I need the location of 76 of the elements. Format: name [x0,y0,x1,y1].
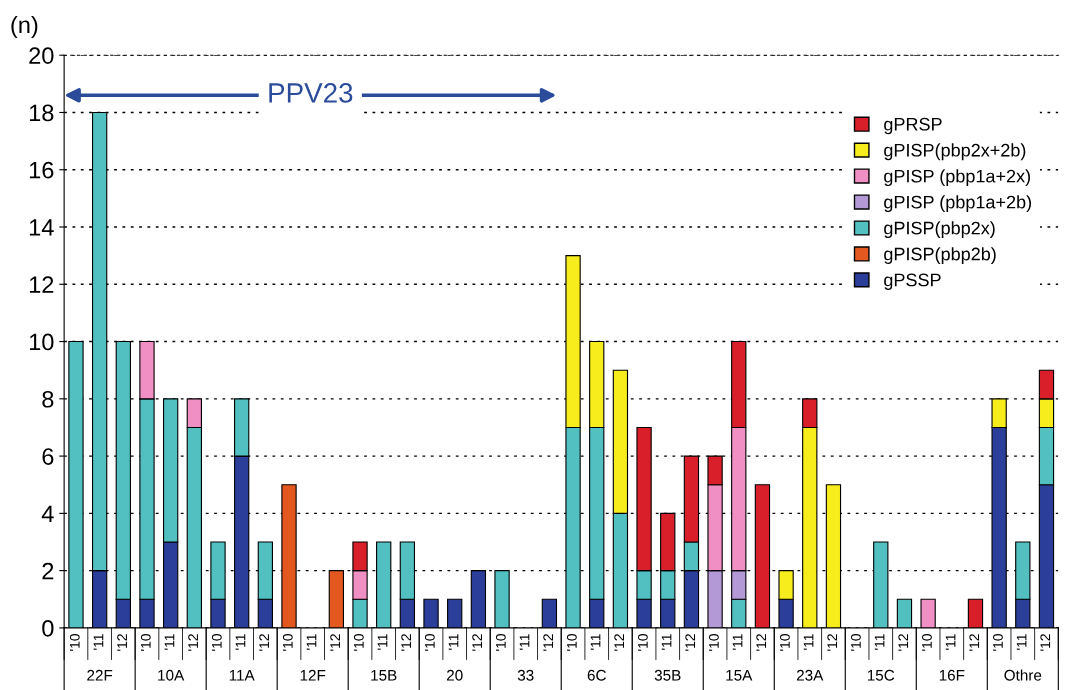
y-tick-label: 14 [29,219,54,236]
legend-label: gPSSP [884,273,941,290]
text: 12F [300,669,326,681]
x-tick-label: '10 [851,634,861,651]
x-tick-label: '12 [685,634,696,651]
x-tick-label: '11 [377,634,388,650]
legend-label: gPISP(pbp2b) [884,247,996,264]
x-tick-label: '12 [898,634,909,651]
y-axis-title: (n) [11,16,38,39]
x-tick-label: '10 [922,634,932,651]
y-tick-label: 4 [41,505,54,522]
annotation: PPV23 [269,83,353,103]
text: Othre [1004,669,1042,681]
x-tick-label: '11 [1016,634,1027,650]
text: 35B [654,669,681,681]
y-tick-label: 8 [42,390,54,408]
x-tick-label: '12 [756,634,767,651]
x-tick-label: '12 [188,634,198,651]
x-tick-label: '10 [69,634,80,651]
x-tick-label: '12 [259,634,269,651]
x-tick-label: '12 [330,634,340,651]
x-tick-label: '10 [637,634,648,651]
x-tick-label: '12 [117,634,127,651]
x-tick-label: '11 [732,634,743,650]
x-tick-label: '12 [969,634,980,651]
legend-label: gPISP(pbp2x) [884,221,995,239]
x-tick-label: '10 [708,634,719,651]
text: 15C [867,669,895,681]
text: 15A [726,670,753,681]
text: 23A [796,669,824,681]
x-tick-label: '10 [993,634,1003,651]
x-tick-label: '11 [448,634,459,650]
text: 6C [587,669,606,681]
x-tick-label: '11 [661,634,672,650]
x-tick-label: '11 [306,634,317,650]
text: 15B [371,670,397,681]
x-tick-label: '11 [93,634,104,650]
text: 22F [87,669,113,681]
x-tick-label: '10 [495,634,506,651]
legend-label: gPISP (pbp1a+2x) [884,169,1030,187]
y-tick-label: 0 [42,619,54,637]
x-tick-label: '10 [424,634,435,651]
x-tick-label: '10 [566,634,577,651]
y-tick-label: 18 [29,104,54,122]
text: 11A [229,670,255,681]
x-tick-label: '12 [401,634,411,651]
x-tick-label: '11 [874,634,885,650]
legend-label: gPISP(pbp2x+2b) [884,143,1026,161]
x-tick-label: '11 [590,634,601,650]
y-tick-label: 6 [42,448,54,465]
x-tick-label: '10 [779,634,790,651]
y-tick-label: 12 [29,276,54,293]
y-tick-label: 16 [29,161,54,179]
x-tick-label: '11 [164,634,175,650]
legend-label: gPISP (pbp1a+2b) [884,195,1031,213]
x-tick-label: '11 [519,634,530,650]
x-tick-label: '11 [945,634,956,650]
text: 33 [517,669,534,681]
x-tick-label: '10 [140,634,151,651]
y-tick-label: 20 [29,47,54,64]
x-tick-label: '10 [211,634,222,651]
x-tick-label: '12 [614,634,624,651]
x-tick-label: '11 [803,634,814,650]
x-tick-label: '12 [1040,634,1051,651]
x-tick-label: '11 [235,634,246,650]
x-tick-label: '12 [543,634,553,651]
y-tick-label: 10 [29,333,54,351]
legend-label: gPRSP [884,117,942,135]
x-tick-label: '12 [827,634,838,651]
x-tick-label: '10 [282,634,293,651]
text: 10A [158,669,185,681]
text: 20 [446,669,463,681]
text: 16F [939,669,965,681]
x-tick-label: '10 [353,634,364,651]
y-tick-label: 2 [42,562,54,580]
x-tick-label: '12 [472,634,482,651]
